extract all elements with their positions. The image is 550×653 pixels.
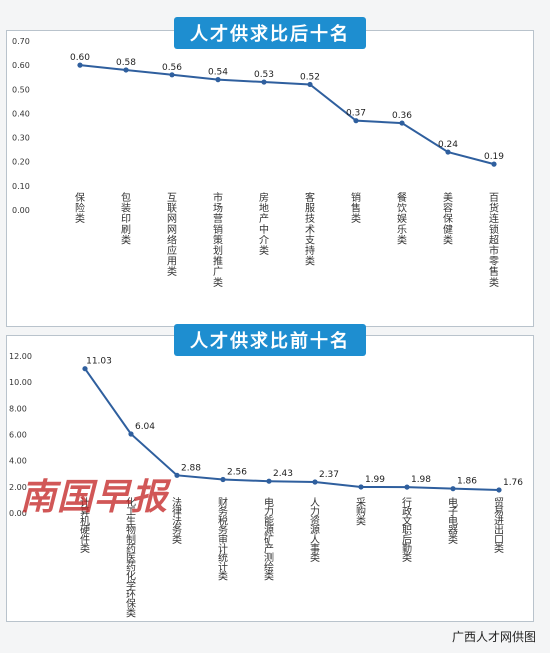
data-point: [353, 118, 359, 124]
data-point: [266, 478, 272, 484]
data-label: 0.58: [116, 58, 136, 68]
data-point: [358, 484, 364, 490]
data-label: 0.53: [254, 70, 274, 80]
chart-title: 人才供求比后十名: [174, 17, 366, 49]
x-category-label: 计算机硬件类: [80, 496, 90, 555]
data-point: [307, 81, 313, 88]
data-label: 2.88: [181, 463, 201, 473]
y-tick-label: 0.70: [12, 37, 30, 46]
data-point: [123, 67, 129, 73]
x-category-label: 人力资源人事类: [310, 497, 320, 564]
data-point: [450, 486, 456, 492]
x-category-label: 保险类: [75, 191, 85, 225]
data-point: [77, 62, 83, 68]
y-tick-label: 0.40: [12, 109, 30, 118]
y-tick-label: 8.00: [9, 404, 27, 413]
data-point: [174, 472, 180, 478]
data-point: [128, 431, 134, 437]
x-category-label: 电力能源矿产测绘类: [264, 496, 274, 583]
y-tick-label: 6.00: [9, 431, 27, 440]
data-point: [169, 72, 175, 78]
x-category-label: 行政文职后勤类: [402, 496, 412, 564]
x-category-label: 法律法务类: [172, 496, 182, 546]
data-label: 1.98: [411, 475, 431, 485]
x-category-label: 包装印刷类: [121, 191, 131, 246]
data-label: 1.86: [457, 477, 477, 487]
data-point: [312, 479, 318, 485]
y-tick-label: 2.00: [9, 483, 27, 492]
series-line: [84, 368, 500, 491]
data-point: [82, 366, 88, 372]
data-point: [399, 120, 405, 126]
x-category-label: 百货连锁超市零售类: [489, 192, 499, 289]
y-tick-label: 0.50: [12, 85, 30, 94]
data-label: 0.52: [300, 72, 320, 82]
data-label: 0.54: [208, 68, 228, 78]
data-label: 0.19: [484, 152, 504, 162]
data-point: [215, 77, 221, 83]
data-label: 0.60: [70, 53, 90, 63]
x-category-label: 采购类: [356, 497, 366, 527]
data-point: [261, 79, 267, 85]
newspaper-watermark: 南国早报: [20, 477, 169, 518]
y-tick-label: 0.00: [12, 206, 30, 215]
x-category-label: 客服技术支持类: [305, 191, 315, 268]
data-label: 0.24: [438, 140, 458, 150]
y-tick-label: 0.00: [9, 509, 27, 518]
data-label: 1.76: [503, 478, 523, 488]
data-label: 2.43: [273, 469, 293, 479]
x-category-label: 财务税务审计统计类: [218, 496, 228, 583]
image-credit: 广西人才网供图: [451, 630, 536, 644]
y-tick-label: 12.00: [9, 352, 32, 361]
data-label: 2.56: [227, 468, 247, 478]
line-chart-bottom-ten: 0.00 0.10 0.20 0.30 0.40 0.50 0.60 0.70 0.60 保险类 0…: [12, 37, 504, 289]
x-category-label: 美容保健类: [443, 191, 453, 246]
data-point: [496, 487, 502, 493]
data-point: [445, 149, 451, 155]
x-category-label: 电子电器类: [448, 496, 458, 546]
line-chart-top-ten: 0.00 2.00 4.00 6.00 8.00 10.00 12.00 11.03 计算机硬件…: [9, 352, 523, 619]
x-category-label: 化工生物制药医药化学环保类: [126, 496, 136, 619]
chart-panel-top-ten: 人才供求比前十名 0.00 2.00 4.00 6.00 8.00 10.00 12.00 1…: [6, 324, 534, 622]
data-label: 6.04: [135, 422, 155, 432]
data-label: 0.56: [162, 63, 182, 73]
data-label: 11.03: [86, 357, 112, 367]
y-tick-label: 0.30: [12, 134, 30, 143]
data-label: 0.36: [392, 111, 412, 121]
data-point: [491, 161, 497, 167]
data-point: [220, 476, 226, 483]
data-label: 1.99: [365, 475, 385, 485]
chart-title: 人才供求比前十名: [174, 324, 366, 356]
y-tick-label: 4.00: [9, 457, 27, 466]
x-category-label: 房地产中介类: [259, 191, 269, 257]
x-category-label: 贸易进出口类: [494, 497, 504, 555]
data-label: 2.37: [319, 470, 339, 480]
y-tick-label: 0.20: [12, 158, 30, 167]
series-line: [79, 64, 495, 166]
x-category-label: 销售类: [351, 191, 361, 225]
data-point: [404, 484, 410, 490]
chart-panel-bottom-ten: 人才供求比后十名 0.00 0.10 0.20 0.30 0.40 0.50 0.60 0.7…: [6, 17, 534, 327]
y-tick-label: 10.00: [9, 378, 32, 387]
x-category-label: 餐饮娱乐类: [397, 191, 407, 246]
data-label: 0.37: [346, 109, 366, 119]
x-category-label: 互联网网络应用类: [167, 192, 177, 278]
x-category-label: 市场营销策划推广类: [213, 191, 223, 289]
y-tick-label: 0.60: [12, 61, 30, 70]
y-tick-label: 0.10: [12, 182, 30, 191]
